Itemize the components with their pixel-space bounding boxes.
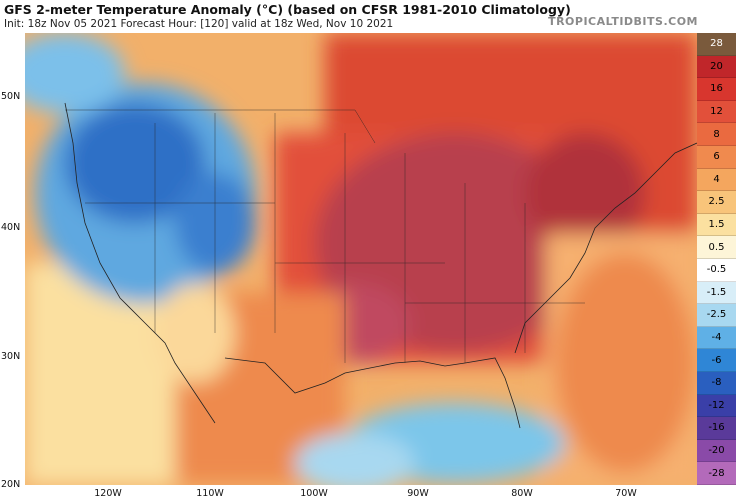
brand-watermark: TROPICALTIDBITS.COM	[548, 15, 698, 28]
lon-label-100w: 100W	[300, 488, 328, 499]
lat-label-20n: 20N	[1, 479, 21, 490]
legend-level-label: 28	[710, 38, 723, 50]
map-canvas	[25, 33, 697, 485]
lon-label-70w: 70W	[615, 488, 637, 499]
legend-level-label: -0.5	[706, 264, 727, 276]
legend-swatch: -28	[697, 462, 736, 485]
lon-label-90w: 90W	[407, 488, 429, 499]
legend-swatch: 1.5	[697, 213, 736, 237]
legend-level-label: -2.5	[706, 309, 727, 321]
legend-level-label: -8	[711, 377, 722, 389]
map-subtitle: Init: 18z Nov 05 2021 Forecast Hour: [12…	[4, 18, 394, 30]
cool-region-bc	[25, 33, 125, 113]
legend-swatch: -16	[697, 417, 736, 440]
lat-label-30n: 30N	[1, 351, 21, 362]
legend-level-label: 0.5	[708, 241, 725, 253]
legend-level-label: -6	[711, 354, 722, 366]
hot-core-appalachia	[525, 133, 645, 253]
anomaly-map	[25, 33, 697, 485]
legend-level-label: 16	[710, 83, 723, 95]
coastlines	[64, 102, 697, 429]
legend-swatch: 20	[697, 55, 736, 79]
legend-level-label: 4	[713, 173, 720, 185]
legend-level-label: 8	[713, 128, 720, 140]
legend-swatch: -4	[697, 326, 736, 350]
lon-label-120w: 120W	[94, 488, 122, 499]
legend-level-label: -12	[708, 399, 725, 411]
gulfstream-warm	[555, 253, 695, 473]
legend-level-label: 6	[713, 151, 720, 163]
west-coastline	[64, 102, 216, 424]
legend-level-label: -4	[711, 332, 722, 344]
baja-neutral	[155, 283, 235, 383]
legend-swatch: -2.5	[697, 304, 736, 327]
gulf-coastline	[224, 357, 521, 429]
east-coastline	[514, 142, 697, 354]
legend-swatch: 6	[697, 146, 736, 169]
legend-level-label: -16	[708, 422, 725, 434]
legend-level-label: 20	[710, 60, 723, 72]
legend-swatch: 2.5	[697, 191, 736, 214]
lon-label-80w: 80W	[511, 488, 533, 499]
legend-swatch: -6	[697, 349, 736, 372]
legend-swatch: -0.5	[697, 259, 736, 282]
legend-level-label: 2.5	[708, 196, 725, 208]
legend-swatch: -12	[697, 394, 736, 418]
legend-swatch: 28	[697, 33, 736, 56]
legend-swatch: 4	[697, 168, 736, 192]
legend-swatch: 0.5	[697, 236, 736, 259]
legend-swatch: -1.5	[697, 281, 736, 305]
lat-label-40n: 40N	[1, 222, 21, 233]
legend-swatch: -8	[697, 372, 736, 395]
cold-core-northwest	[65, 103, 205, 223]
state-borders	[65, 109, 585, 363]
legend-level-label: -28	[708, 467, 725, 479]
legend-swatch: 16	[697, 78, 736, 101]
legend-swatch: -20	[697, 439, 736, 463]
gulf-cool-west	[295, 433, 415, 485]
map-title: GFS 2-meter Temperature Anomaly (°C) (ba…	[4, 2, 571, 17]
legend-level-label: -20	[708, 445, 725, 457]
legend-swatch: 12	[697, 100, 736, 124]
lat-label-50n: 50N	[1, 91, 21, 102]
legend-swatch: 8	[697, 123, 736, 146]
legend-level-label: 1.5	[708, 219, 725, 231]
legend-level-label: 12	[710, 106, 723, 118]
legend-level-label: -1.5	[706, 286, 727, 298]
color-legend: 28 20 16 12 8 6 4 2.5 1.5 0.5 -0.5 -1.5 -2.5 -4 -6 -8 -1…	[697, 33, 736, 485]
lon-label-110w: 110W	[196, 488, 224, 499]
